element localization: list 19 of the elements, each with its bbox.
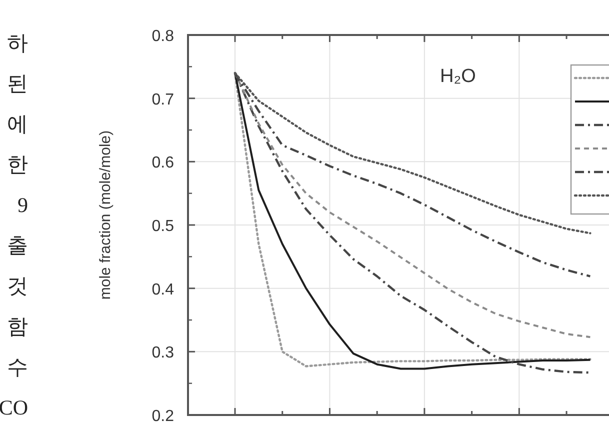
y-tick-label: 0.4	[152, 281, 174, 298]
y-tick-label: 0.5	[152, 218, 174, 235]
y-tick-label: 0.8	[152, 28, 174, 45]
text: 한	[7, 152, 28, 176]
text: 것	[7, 274, 28, 298]
y-tick-label: 0.2	[152, 408, 174, 425]
text: H₂O	[440, 66, 476, 87]
text: 수	[7, 355, 28, 379]
y-tick-label: 0.3	[152, 344, 174, 362]
y-tick-label: 0.6	[152, 154, 174, 172]
text: CO	[0, 396, 28, 420]
text: 하	[7, 31, 28, 55]
text: 9	[18, 193, 28, 217]
text: 함	[7, 314, 28, 338]
y-axis-title: mole fraction (mole/mole)	[97, 130, 114, 300]
text: 출	[7, 234, 28, 258]
text: 된	[7, 72, 28, 96]
y-tick-label: 0.7	[152, 91, 174, 108]
text: 에	[7, 112, 28, 136]
